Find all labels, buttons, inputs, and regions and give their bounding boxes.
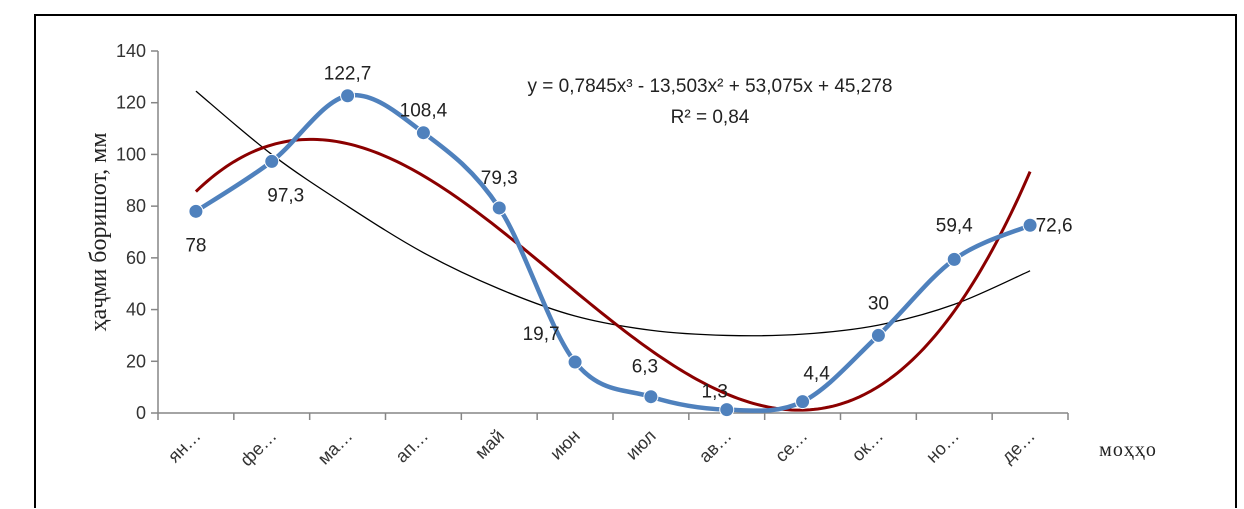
y-tick-label: 140 [116,41,146,61]
data-point [643,389,659,405]
series-line [194,92,1032,413]
trend-line-cubic [194,137,1032,412]
data-label: 122,7 [324,64,372,85]
x-tick-label: июл [622,426,660,464]
data-point [188,203,204,219]
chart-axes: 0 20 40 60 80 100 120 140 ян… фе… ма… ап… май июн июл а… [116,41,1069,470]
data-label: 19,7 [523,324,560,345]
x-tick-label: ав… [695,426,736,467]
x-tick-label: май [471,426,508,463]
x-axis-label: моҳҳо [1099,439,1157,461]
data-point [719,402,735,418]
x-tick-label: ап… [391,426,432,467]
y-tick-label: 40 [126,300,146,320]
trend-black-path [195,90,1031,337]
y-tick-label: 120 [116,93,146,113]
x-tick-label: июн [546,426,584,464]
data-label: 72,6 [1036,215,1073,236]
data-point [415,125,431,141]
y-tick-label: 80 [126,196,146,216]
y-tick-label: 20 [126,351,146,371]
data-label: 1,3 [702,382,728,403]
chart-frame [34,14,1237,508]
x-tick-label: се… [771,426,811,466]
trend-line-black [195,90,1031,337]
y-tick-label: 0 [136,403,146,423]
y-tick-label: 100 [116,144,146,164]
r-squared: R² = 0,84 [671,107,750,128]
data-label: 59,4 [936,215,973,236]
data-label: 30 [868,293,889,314]
data-label: 6,3 [632,357,658,378]
y-axis-label: ҳаҷми боришот, мм [86,132,112,331]
data-point [946,251,962,267]
data-labels: 78 97,3 122,7 108,4 79,3 19,7 6,3 1,3 4,4 30 59,4 7… [185,64,1072,403]
data-point [340,88,356,104]
x-tick-label: фе… [236,426,280,470]
data-point [491,200,507,216]
trend-equation: y = 0,7845x³ - 13,503x² + 53,075x + 45,2… [528,76,893,97]
data-label: 79,3 [481,168,518,189]
series-precipitation [188,88,1038,418]
data-label: 97,3 [267,185,304,206]
data-point [264,153,280,169]
data-label: 78 [185,235,206,256]
data-label: 4,4 [803,364,830,385]
x-tick-label: ок… [848,426,888,466]
data-point [1022,217,1038,233]
x-tick-label: но… [922,426,963,467]
data-label: 108,4 [400,101,448,122]
x-tick-label: ян… [164,426,205,467]
x-tick-label: де… [998,426,1039,467]
data-point [870,327,886,343]
data-point [795,394,811,410]
y-tick-label: 60 [126,248,146,268]
x-tick-label: ма… [314,426,357,469]
data-point [567,354,583,370]
trend-cubic-path [194,137,1032,412]
